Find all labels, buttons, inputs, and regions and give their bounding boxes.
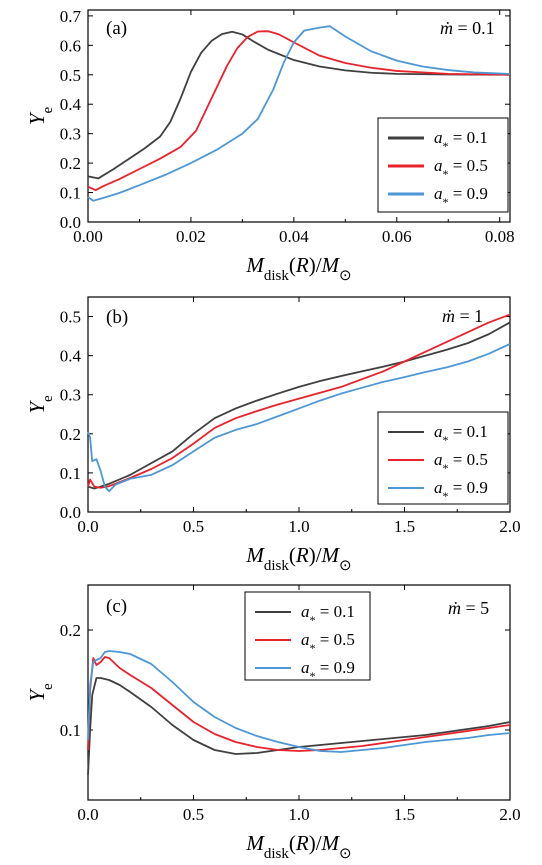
y-tick-label: 0.3 [60,386,81,405]
y-tick-label: 0.5 [60,66,81,85]
y-tick-label: 0.3 [60,125,81,144]
y-tick-label: 0.2 [60,621,81,640]
series-line-2 [87,30,511,192]
legend-entry: a* = 0.9 [434,184,488,209]
x-tick-label: 2.0 [499,517,520,536]
y-tick-label: 0.1 [60,184,81,203]
legend-entry: a* = 0.9 [434,478,488,503]
series-line-3 [87,650,511,753]
y-axis-label: Ye [25,106,56,125]
x-tick-label: 2.0 [499,805,520,824]
x-tick-label: 0.0 [77,805,98,824]
legend-entry: a* = 0.5 [434,450,488,475]
y-axis-label: Ye [25,683,56,702]
x-tick-label: 0.02 [176,227,206,246]
y-tick-label: 0.7 [60,7,82,26]
x-tick-label: 0.04 [279,227,309,246]
series-line-2 [87,313,511,489]
chart-panel-3: 0.0 0.5 1.0 1.5 2.0 0.1 0.2 Mdisk(R)/M⊙ Ye (c) ṁ =… [25,584,521,862]
x-axis-label: Mdisk(R)/M⊙ [245,543,351,574]
accretion-rate-annotation: ṁ = 1 [442,306,483,326]
legend-box [244,591,371,681]
plot-frame [87,9,511,223]
series-line-3 [87,343,511,493]
chart-panel-2: 0.0 0.5 1.0 1.5 2.0 0.0 0.1 0.2 0.3 0.4 0.5 Mdisk(R… [25,296,521,574]
y-tick-label: 0.1 [60,464,81,483]
x-tick-label: 0.00 [73,227,103,246]
y-tick-label: 0.1 [60,721,81,740]
series-line-3 [87,25,511,202]
x-tick-label: 0.5 [183,517,204,536]
series-line-1 [87,321,511,490]
x-tick-label: 0.08 [485,227,515,246]
accretion-rate-annotation: ṁ = 0.1 [440,18,495,38]
y-tick-label: 0.2 [60,425,81,444]
y-tick-label: 0.0 [60,213,81,232]
legend-entry: a* = 0.1 [434,422,488,447]
x-axis-label: Mdisk(R)/M⊙ [245,831,351,862]
legend-entry: a* = 0.1 [301,602,355,627]
legend-entry: a* = 0.5 [301,630,355,655]
y-tick-label: 0.4 [60,95,82,114]
accretion-rate-annotation: ṁ = 5 [448,598,489,618]
panel-label: (c) [106,596,127,617]
y-tick-label: 0.4 [60,347,82,366]
x-tick-label: 1.0 [288,517,309,536]
x-axis-label: Mdisk(R)/M⊙ [245,253,351,284]
panel-label: (a) [106,18,127,39]
x-tick-label: 1.0 [288,805,309,824]
x-tick-label: 1.5 [394,517,415,536]
panel-label: (b) [106,307,128,328]
series-line-2 [87,656,511,752]
x-tick-label: 1.5 [394,805,415,824]
chart-panel-1: 0.00 0.02 0.04 0.06 0.08 0.0 0.1 0.2 0.3 0.4 0.5 0.… [25,7,515,284]
x-tick-label: 0.06 [382,227,412,246]
x-tick-label: 0.0 [77,517,98,536]
series-line-1 [87,677,511,776]
y-tick-label: 0.5 [60,308,81,327]
y-tick-label: 0.2 [60,154,81,173]
x-tick-label: 0.5 [183,805,204,824]
series-line-1 [87,30,511,180]
y-tick-label: 0.0 [60,503,81,522]
legend-entry: a* = 0.1 [434,128,488,153]
y-axis-label: Ye [25,395,56,414]
legend-entry: a* = 0.5 [434,156,488,181]
legend-entry: a* = 0.9 [301,658,355,683]
y-tick-label: 0.6 [60,36,81,55]
